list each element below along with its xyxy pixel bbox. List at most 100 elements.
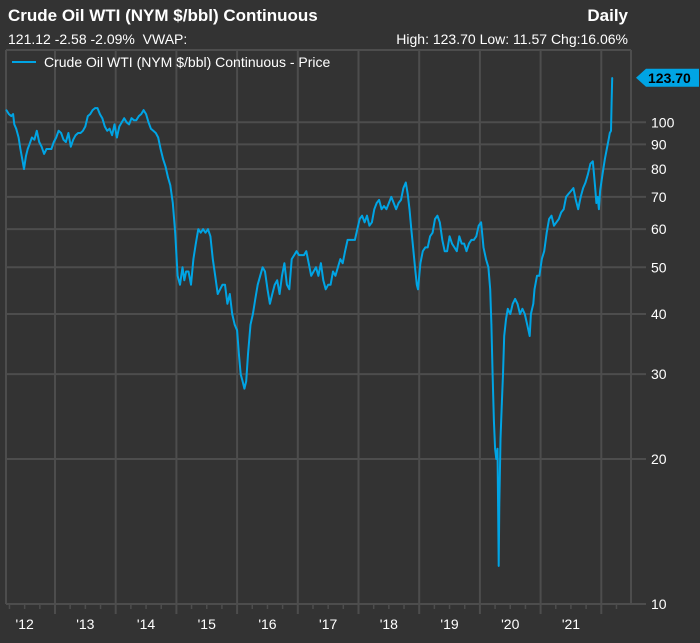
price-point [482, 246, 485, 249]
price-point [261, 266, 264, 269]
price-point [528, 335, 531, 337]
price-point [424, 246, 427, 249]
x-tick-label: '21 [562, 616, 580, 632]
price-point [390, 196, 393, 198]
price-point [113, 123, 116, 126]
x-tick-label: '20 [501, 616, 519, 632]
price-point [410, 228, 413, 230]
y-tick-label: 50 [651, 259, 667, 275]
price-point [89, 113, 91, 115]
price-point [252, 313, 254, 315]
price-point [96, 107, 99, 109]
price-point [431, 231, 434, 234]
price-point [495, 458, 498, 460]
y-tick-label: 80 [651, 161, 667, 177]
vwap-label: VWAP: [142, 31, 188, 47]
price-point [611, 77, 613, 79]
price-point [587, 173, 589, 176]
legend: Crude Oil WTI (NYM $/bbl) Continuous - P… [12, 54, 331, 70]
price-point [385, 208, 388, 210]
price-point [400, 199, 402, 201]
price-point [259, 275, 262, 277]
price-point [94, 107, 96, 109]
price-point [473, 239, 475, 241]
price-point [216, 293, 219, 295]
price-point [503, 335, 506, 337]
x-tick-label: '17 [319, 616, 337, 632]
price-point [593, 173, 595, 176]
quote-value: 121.12 -2.58 -2.09% [8, 31, 135, 47]
price-point [601, 173, 604, 176]
price-point [456, 250, 458, 252]
price-point [33, 138, 36, 141]
price-point [273, 283, 276, 286]
price-point [77, 132, 79, 134]
price-point [25, 155, 27, 158]
price-point [79, 132, 82, 134]
price-point [185, 270, 187, 273]
y-tick-label: 70 [651, 189, 667, 205]
price-point [221, 283, 224, 286]
price-point [40, 145, 43, 148]
price-point [209, 235, 212, 238]
frequency-label[interactable]: Daily [587, 6, 628, 25]
price-point [494, 448, 496, 450]
price-point [19, 148, 22, 150]
price-point [543, 250, 545, 252]
last-value-badge [636, 68, 699, 87]
price-point [419, 262, 422, 265]
price-point [101, 117, 104, 119]
price-point [475, 235, 478, 238]
price-point [138, 115, 140, 117]
price-point [266, 288, 269, 291]
price-point [43, 153, 45, 155]
price-point [582, 187, 584, 189]
price-point [162, 158, 164, 160]
price-point [53, 141, 55, 143]
price-point [128, 123, 130, 126]
price-point [310, 275, 313, 277]
price-point [351, 239, 354, 241]
price-point [575, 199, 577, 201]
price-point [375, 202, 378, 204]
price-point [406, 193, 409, 195]
price-point [135, 119, 138, 121]
y-tick-label: 40 [651, 306, 667, 322]
legend-label: Crude Oil WTI (NYM $/bbl) Continuous - P… [44, 54, 331, 70]
price-point [329, 283, 332, 286]
price-point [578, 202, 581, 204]
price-point [610, 130, 612, 132]
price-point [245, 380, 247, 383]
price-point [174, 231, 176, 234]
price-point [536, 275, 538, 277]
price-point [281, 275, 283, 277]
price-point [414, 266, 416, 269]
price-point [530, 313, 532, 315]
price-point [130, 117, 133, 119]
price-point [125, 121, 128, 124]
price-point [560, 211, 562, 214]
price-point [349, 239, 351, 241]
price-point [332, 270, 334, 273]
price-point [363, 221, 366, 224]
price-point [412, 246, 414, 249]
price-point [346, 239, 349, 241]
price-point [239, 373, 242, 376]
price-point [480, 221, 482, 224]
price-point [150, 127, 152, 130]
price-point [416, 283, 418, 286]
chg-value: 16.06% [580, 31, 628, 47]
y-tick-label: 10 [651, 596, 667, 612]
price-point [283, 262, 286, 265]
price-point [491, 373, 494, 376]
price-point [516, 303, 519, 305]
price-point [26, 148, 29, 150]
price-point [453, 246, 456, 249]
price-point [468, 242, 470, 245]
price-point [570, 190, 572, 192]
y-tick-label: 100 [651, 114, 675, 130]
price-point [548, 218, 550, 220]
price-point [599, 190, 601, 192]
price-point [373, 208, 376, 210]
